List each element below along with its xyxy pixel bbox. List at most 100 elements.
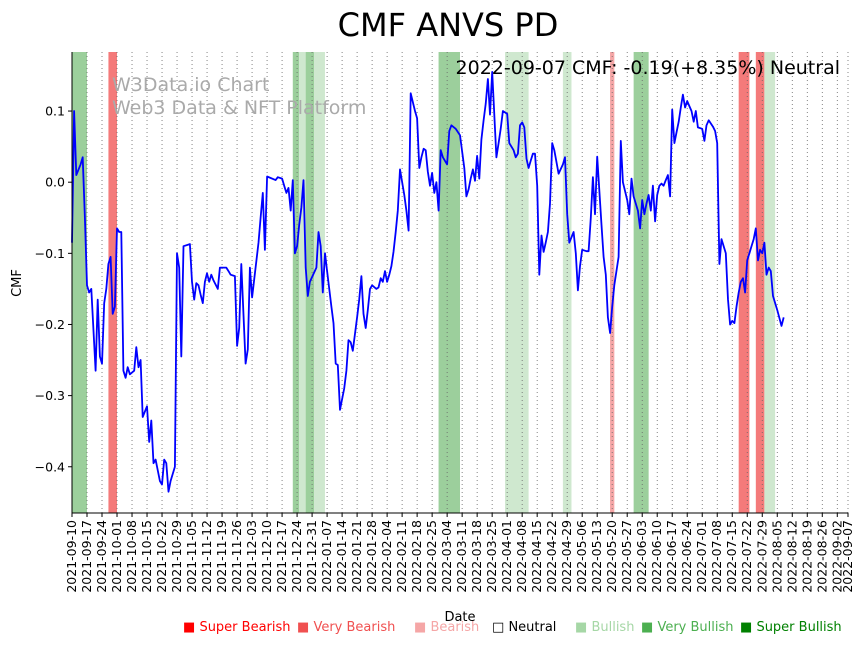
legend-label: Very Bearish (313, 620, 396, 635)
y-tick-label: 0.1 (45, 104, 65, 119)
x-tick-label: 2022-04-15 (529, 520, 544, 593)
x-tick-label: 2022-02-11 (394, 520, 409, 593)
band-bullish (505, 52, 529, 513)
band-bearish (610, 52, 615, 513)
band-very-bullish (292, 52, 300, 513)
x-tick-label: 2022-07-22 (739, 520, 754, 593)
x-tick-label: 2021-11-26 (229, 520, 244, 593)
x-tick-label: 2021-11-12 (199, 520, 214, 593)
band-bullish (562, 52, 572, 513)
legend-marker: ■ (183, 620, 196, 635)
axes (71, 52, 848, 514)
x-tick-label: 2022-02-25 (424, 520, 439, 593)
x-tick-label: 2022-06-03 (634, 520, 649, 593)
y-tick-label: −0.2 (35, 317, 65, 332)
x-tick-label: 2022-04-01 (499, 520, 514, 593)
x-tick-label: 2022-01-21 (349, 520, 364, 593)
x-tick-label: 2022-05-13 (589, 520, 604, 593)
x-tick-label: 2022-06-10 (649, 520, 664, 593)
x-tick-label: 2022-05-06 (574, 520, 589, 593)
legend-item-bearish: ■ Bearish (414, 620, 479, 635)
legend-label: Bearish (430, 620, 480, 635)
legend: ■ Super Bearish ■ Very Bearish ■ Bearish… (0, 620, 867, 640)
x-tick-label: 2022-01-07 (319, 520, 334, 593)
x-tick-label: 2022-08-05 (769, 520, 784, 593)
x-tick-label: 2022-07-08 (709, 520, 724, 593)
x-tick-label: 2021-10-15 (139, 520, 154, 593)
watermark: W3Data.io Chart Web3 Data & NFT Platform (112, 74, 366, 119)
x-tick-label: 2021-10-22 (154, 520, 169, 593)
legend-item-very-bearish: ■ Very Bearish (297, 620, 395, 635)
x-tick-label: 2021-11-19 (214, 520, 229, 593)
legend-item-super-bullish: ■ Super Bullish (740, 620, 842, 635)
x-tick-label: 2021-11-05 (184, 520, 199, 593)
x-tick-label: 2022-09-07 (840, 520, 855, 593)
band-bullish (314, 52, 325, 513)
legend-marker: ■ (740, 620, 753, 635)
x-tick-label: 2021-12-03 (244, 520, 259, 593)
legend-marker: ■ (641, 620, 654, 635)
x-tick-label: 2022-03-11 (454, 520, 469, 593)
legend-marker: □ (492, 620, 505, 635)
cmf-series (71, 71, 785, 493)
x-tick-label: 2022-02-18 (409, 520, 424, 593)
chart-title: CMF ANVS PD (338, 6, 559, 44)
x-tick-label: 2022-03-25 (484, 520, 499, 593)
legend-marker: ■ (575, 620, 588, 635)
x-tick-label: 2022-04-08 (514, 520, 529, 593)
band-bullish (299, 52, 306, 513)
band-bullish (764, 52, 776, 513)
x-tick-label: 2022-08-12 (784, 520, 799, 593)
legend-label: Super Bearish (199, 620, 291, 635)
y-tick-label: −0.4 (35, 459, 65, 474)
status-annotation: 2022-09-07 CMF: -0.19(+8.35%) Neutral (456, 57, 840, 79)
x-tick-label: 2022-03-18 (469, 520, 484, 593)
x-tick-label: 2022-05-20 (604, 520, 619, 593)
band-very-bearish (108, 52, 118, 513)
x-tick-label: 2022-01-14 (334, 520, 349, 593)
y-tick-label: −0.3 (35, 388, 65, 403)
legend-label: Neutral (508, 620, 557, 635)
x-tick-label: 2022-07-01 (694, 520, 709, 593)
watermark-line-2: Web3 Data & NFT Platform (112, 97, 366, 119)
legend-item-super-bearish: ■ Super Bearish (183, 620, 291, 635)
x-tick-label: 2022-04-22 (544, 520, 559, 593)
x-tick-label: 2022-01-28 (364, 520, 379, 593)
legend-label: Super Bullish (756, 620, 842, 635)
x-tick-label: 2022-05-27 (619, 520, 634, 593)
x-tick-label: 2022-03-04 (439, 520, 454, 593)
legend-item-bullish: ■ Bullish (575, 620, 634, 635)
y-axis-label: CMF (10, 269, 25, 297)
legend-label: Very Bullish (657, 620, 734, 635)
x-tick-label: 2022-06-17 (664, 520, 679, 593)
x-tick-label: 2021-10-01 (109, 520, 124, 593)
legend-item-neutral: □ Neutral (492, 620, 556, 635)
y-tick-label: 0.0 (45, 175, 65, 190)
x-tick-label: 2022-08-19 (799, 520, 814, 593)
x-gridlines (71, 52, 849, 513)
legend-label: Bullish (591, 620, 635, 635)
band-very-bearish (755, 52, 765, 513)
x-tick-label: 2022-09-02 (829, 520, 844, 593)
legend-marker: ■ (414, 620, 427, 635)
x-tick-label: 2022-08-26 (814, 520, 829, 593)
x-tick-label: 2021-12-10 (259, 520, 274, 593)
x-axis-label: Date (444, 610, 475, 625)
watermark-line-1: W3Data.io Chart (112, 74, 269, 96)
x-tick-label: 2022-07-15 (724, 520, 739, 593)
x-tick-label: 2021-09-10 (64, 520, 79, 593)
x-tick-label: 2021-09-24 (94, 520, 109, 593)
series-line (71, 71, 785, 493)
band-very-bullish (438, 52, 460, 513)
x-tick-label: 2021-10-08 (124, 520, 139, 593)
x-tick-label: 2021-12-17 (274, 520, 289, 593)
x-tick-label: 2022-07-29 (754, 520, 769, 593)
band-very-bullish (633, 52, 649, 513)
y-ticks: −0.4 −0.3 −0.2 −0.1 0.0 0.1 (35, 104, 72, 474)
x-tick-label: 2022-06-24 (679, 520, 694, 593)
x-tick-label: 2022-02-04 (379, 520, 394, 593)
legend-item-very-bullish: ■ Very Bullish (641, 620, 734, 635)
x-tick-label: 2021-10-29 (169, 520, 184, 593)
